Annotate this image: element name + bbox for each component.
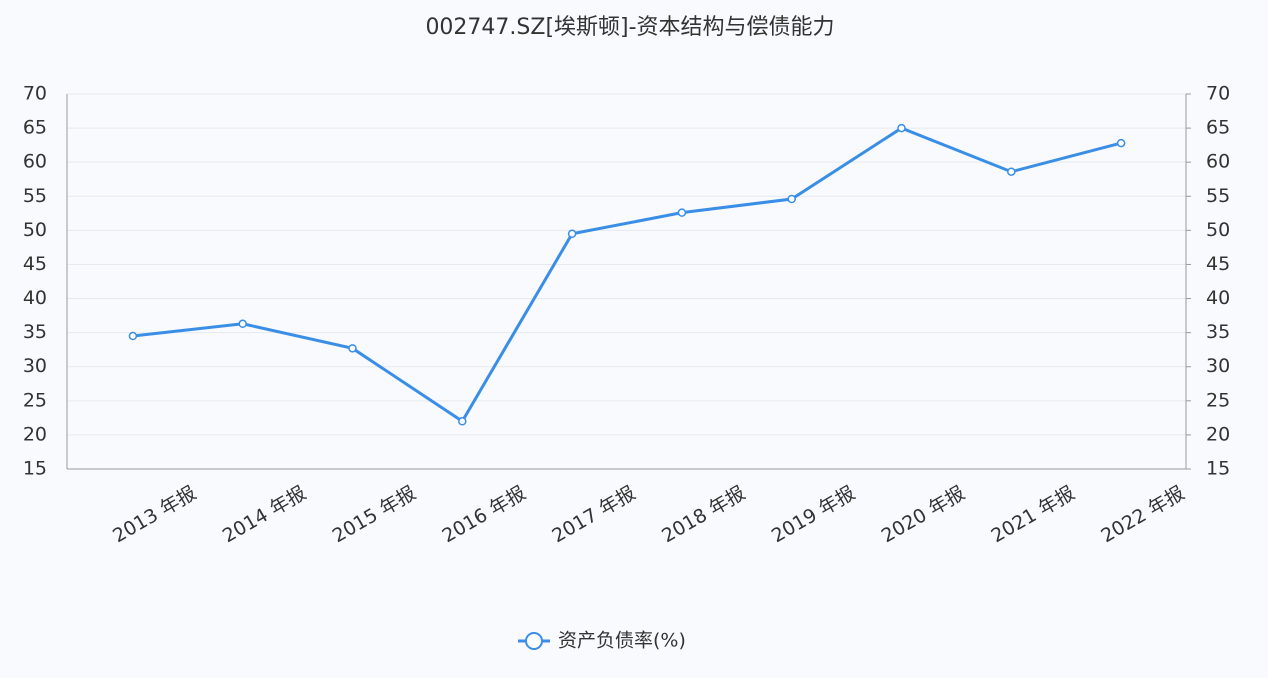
y-tick-label: 30: [23, 355, 47, 377]
point: [348, 344, 357, 353]
y2-tick-label: 40: [1206, 287, 1230, 309]
y-tick-label: 35: [23, 321, 47, 343]
point: [567, 229, 577, 239]
y2-tick-label: 35: [1206, 321, 1230, 343]
y-tick-label: 40: [23, 287, 47, 309]
y2-tick-label: 45: [1206, 253, 1230, 275]
point: [787, 194, 796, 204]
y2-tick-label: 60: [1206, 151, 1230, 173]
legend-marker: [525, 632, 543, 650]
y-tick-label: 20: [23, 423, 47, 445]
y2-tick-label: 25: [1206, 389, 1230, 411]
y-tick-label: 15: [23, 458, 47, 480]
y2-tick-label: 15: [1206, 458, 1230, 480]
y2-tick-label: 50: [1206, 219, 1230, 241]
y2-tick-label: 30: [1206, 355, 1230, 377]
y-tick-label: 65: [23, 117, 47, 139]
line: [132, 126, 1122, 424]
point: [238, 319, 247, 329]
y-tick-label: 70: [23, 83, 47, 105]
y2-tick-label: 65: [1206, 117, 1230, 139]
y-tick-label: 45: [23, 253, 47, 275]
point: [677, 208, 687, 217]
legend-label: 资产负债率(%): [558, 630, 686, 652]
point: [1116, 138, 1126, 148]
y-tick-label: 25: [23, 389, 47, 411]
y2-tick-label: 20: [1206, 423, 1230, 445]
point: [1007, 167, 1016, 176]
y2-tick-label: 70: [1206, 83, 1230, 105]
y2-tick-label: 55: [1206, 185, 1230, 207]
point: [128, 331, 138, 341]
y-tick-label: 60: [23, 151, 47, 173]
chart-title: 002747.SZ[埃斯顿]-资本结构与偿债能力: [425, 15, 834, 40]
point: [458, 417, 467, 426]
y-tick-label: 55: [23, 185, 47, 207]
y-tick-label: 50: [23, 219, 47, 241]
point: [897, 123, 906, 133]
